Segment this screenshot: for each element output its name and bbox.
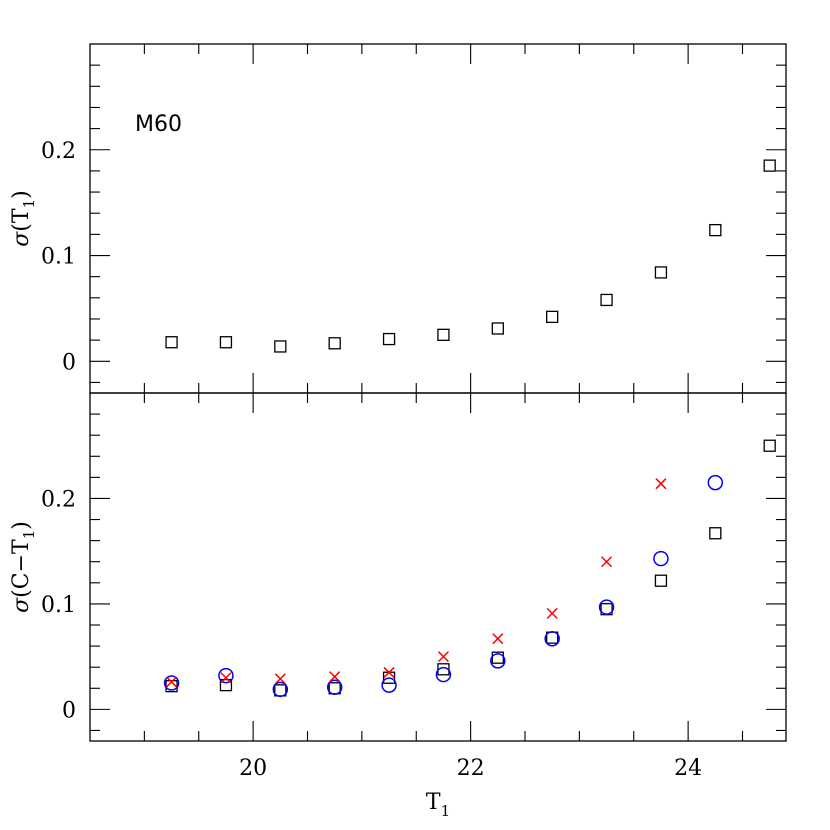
cross-point <box>437 651 449 663</box>
square-point <box>219 336 233 349</box>
y-tick-label: 0.2 <box>41 487 76 512</box>
y-axis-label: σ(C−T1) <box>9 521 38 613</box>
square-point <box>600 293 613 307</box>
square-point <box>546 631 559 644</box>
square-point <box>328 337 341 350</box>
square-point <box>165 336 178 349</box>
cross-point <box>546 607 558 619</box>
y-axis-label: σ(T1) <box>9 190 38 246</box>
cross-point <box>274 673 286 685</box>
circle-point <box>598 599 615 615</box>
square-point <box>654 574 668 587</box>
square-point <box>382 332 396 346</box>
square-point <box>709 223 722 237</box>
x-tick-label: 20 <box>239 756 267 781</box>
square-point <box>546 310 559 324</box>
plot-frame <box>89 392 787 742</box>
x-axis-label: T1 <box>426 790 450 820</box>
circle-point <box>490 653 506 669</box>
cross-point <box>220 672 232 684</box>
square-point <box>274 684 287 697</box>
galaxy-annotation: M60 <box>135 112 182 137</box>
cross-point <box>492 633 504 645</box>
panel-top: 0 0.1 0.2 σ(T1) M60 <box>9 43 787 394</box>
circle-point <box>544 630 560 647</box>
circle-point <box>272 681 289 698</box>
square-point <box>437 328 450 341</box>
circle-point <box>381 677 397 693</box>
y-tick-label: 0.2 <box>41 139 76 164</box>
square-point <box>328 682 341 695</box>
square-point <box>274 340 287 353</box>
cross-point <box>383 666 395 678</box>
circle-point <box>326 679 343 695</box>
cross-point <box>329 671 341 683</box>
y-tick-label: 0 <box>62 698 76 723</box>
cross-point <box>655 478 667 490</box>
square-point <box>763 159 776 172</box>
circle-point <box>707 474 724 491</box>
cross-point <box>166 676 178 688</box>
cross-point <box>601 556 613 568</box>
x-tick-label: 24 <box>674 756 702 781</box>
x-tick-label: 22 <box>457 756 485 781</box>
circle-point <box>435 666 452 683</box>
y-tick-label: 0 <box>62 350 76 375</box>
circle-point <box>218 667 234 684</box>
square-point <box>654 266 668 279</box>
square-point <box>491 322 504 335</box>
y-tick-label: 0.1 <box>41 593 76 618</box>
circle-point <box>653 550 669 567</box>
panel-bottom: 0 0.1 0.2 20 22 24 σ(C−T1) T1 <box>9 392 787 820</box>
square-point <box>219 678 233 692</box>
circle-point <box>163 675 180 691</box>
square-point <box>709 527 722 540</box>
y-tick-label: 0.1 <box>41 245 76 270</box>
square-point <box>763 439 776 452</box>
